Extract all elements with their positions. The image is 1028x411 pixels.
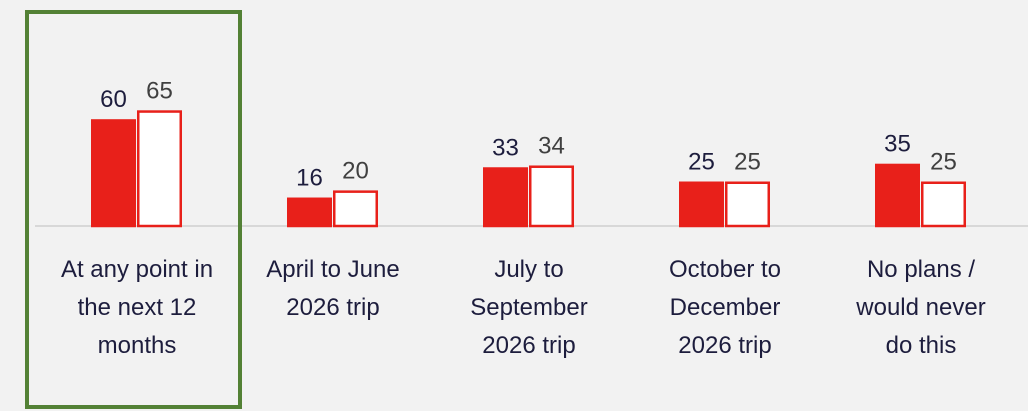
value-label: 25 [930,149,957,176]
bar [91,119,136,228]
value-label: 33 [492,134,519,161]
value-label: 25 [688,149,715,176]
value-label: 60 [100,86,127,113]
bar [679,181,724,228]
value-label: 34 [538,132,565,159]
category-label: No plans / would never do this [856,256,986,359]
category-label: At any point in the next 12 months [60,256,214,359]
bar [333,190,378,228]
value-label: 35 [884,131,911,158]
bar [725,181,770,228]
bar [875,163,920,228]
bar [483,167,528,228]
value-label: 25 [734,149,761,176]
bar [921,181,966,228]
bar [137,110,182,228]
value-label: 16 [296,165,323,192]
bar [529,165,574,228]
value-label: 65 [146,77,173,104]
category-label: October to December 2026 trip [668,256,782,359]
category-label: July to September 2026 trip [470,256,588,359]
value-label: 20 [342,157,369,184]
category-label: April to June 2026 trip [266,256,400,321]
highlight-box [25,10,242,409]
bar [287,197,332,228]
